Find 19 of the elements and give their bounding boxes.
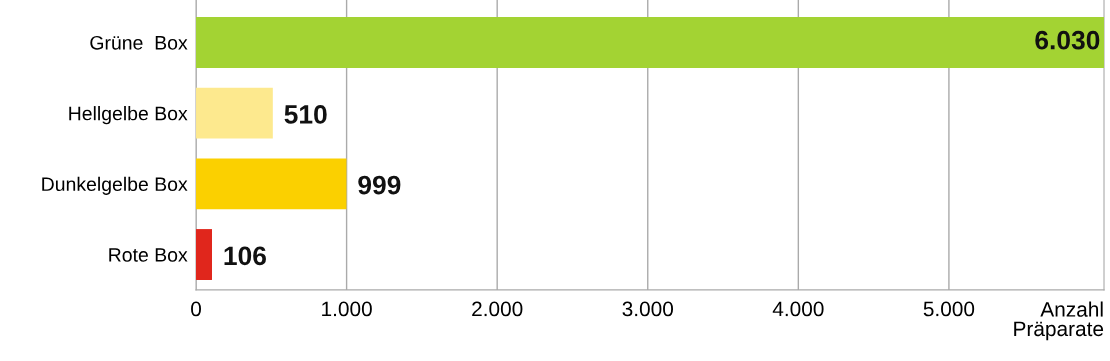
x-tick-label: 4.000 xyxy=(772,301,824,317)
y-tick-label: Dunkelgelbe Box xyxy=(42,176,188,195)
y-tick-label: Grüne Box xyxy=(90,35,188,50)
bar xyxy=(196,87,273,139)
y-tick-label: Rote Box xyxy=(109,248,188,262)
x-tick-label: 2.000 xyxy=(472,301,523,317)
data-label: 999 xyxy=(358,175,401,195)
data-label: 510 xyxy=(284,105,327,124)
x-tick-label: 3.000 xyxy=(622,301,674,317)
x-axis-title: Anzahl Präparate xyxy=(1014,301,1104,341)
data-label: 106 xyxy=(224,246,266,266)
bar xyxy=(196,16,1105,68)
data-label: 6.030 xyxy=(1035,30,1100,50)
x-tick-label: 0 xyxy=(191,301,201,317)
y-tick-label: Hellgelbe Box xyxy=(69,106,188,125)
bar xyxy=(196,229,212,280)
x-tick-label: 5.000 xyxy=(923,301,975,317)
x-tick-label: 1.000 xyxy=(322,301,372,317)
bar xyxy=(196,158,347,210)
